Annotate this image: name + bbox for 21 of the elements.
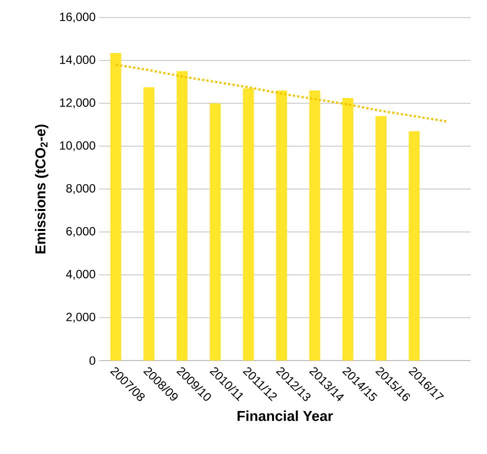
bar bbox=[210, 103, 221, 361]
bar bbox=[342, 98, 354, 361]
y-tick-label: 8,000 bbox=[66, 184, 96, 194]
bar bbox=[143, 87, 154, 361]
x-axis-title: Financial Year bbox=[238, 410, 333, 422]
bar bbox=[110, 52, 122, 361]
y-tick-label: 4,000 bbox=[66, 270, 96, 280]
y-tick-label: 6,000 bbox=[66, 226, 96, 237]
y-tick-label: 2,000 bbox=[66, 312, 96, 323]
y-tick-label: 16,000 bbox=[60, 12, 96, 22]
bar bbox=[242, 88, 254, 361]
y-axis-title: Emissions (tCO$_{2}$-e) bbox=[34, 124, 48, 254]
y-tick-label: 14,000 bbox=[60, 55, 96, 66]
bar bbox=[176, 71, 188, 361]
y-tick-label: 10,000 bbox=[60, 141, 96, 152]
bar bbox=[276, 90, 288, 361]
bar bbox=[376, 116, 387, 361]
y-tick-label: 0 bbox=[90, 356, 96, 365]
y-tick-label: 12,000 bbox=[60, 98, 96, 108]
bar bbox=[408, 131, 420, 361]
bar bbox=[309, 90, 320, 361]
